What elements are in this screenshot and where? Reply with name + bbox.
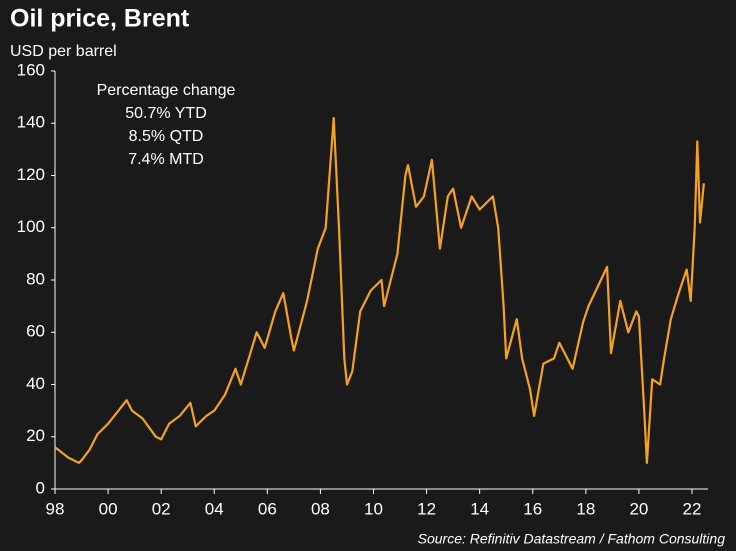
x-tick-label: 98 <box>46 499 65 518</box>
annotation: 50.7% YTD <box>125 105 207 122</box>
y-tick-label: 80 <box>26 269 45 288</box>
x-tick-label: 04 <box>205 499 224 518</box>
annotation: 8.5% QTD <box>129 128 204 145</box>
x-tick-label: 12 <box>417 499 436 518</box>
annotation: Percentage change <box>97 82 236 99</box>
y-tick-label: 100 <box>17 217 45 236</box>
x-tick-label: 10 <box>364 499 383 518</box>
subtitle: USD per barrel <box>10 43 117 60</box>
x-tick-label: 08 <box>311 499 330 518</box>
chart-title: Oil price, Brent <box>10 5 190 33</box>
y-tick-label: 140 <box>17 113 45 132</box>
source: Source: Refinitiv Datastream / Fathom Co… <box>418 531 726 547</box>
y-tick-label: 60 <box>26 322 45 341</box>
x-tick-label: 22 <box>683 499 702 518</box>
x-tick-label: 06 <box>258 499 277 518</box>
x-tick-label: 00 <box>99 499 118 518</box>
y-tick-label: 20 <box>26 426 45 445</box>
x-tick-label: 18 <box>576 499 595 518</box>
y-tick-label: 0 <box>36 478 45 497</box>
price-line <box>54 116 705 464</box>
y-tick-label: 40 <box>26 374 45 393</box>
x-tick-label: 16 <box>523 499 542 518</box>
y-tick-label: 160 <box>17 60 45 79</box>
y-tick-label: 120 <box>17 165 45 184</box>
x-tick-label: 20 <box>629 499 648 518</box>
annotation: 7.4% MTD <box>128 151 204 168</box>
x-tick-label: 02 <box>152 499 171 518</box>
x-tick-label: 14 <box>470 499 489 518</box>
